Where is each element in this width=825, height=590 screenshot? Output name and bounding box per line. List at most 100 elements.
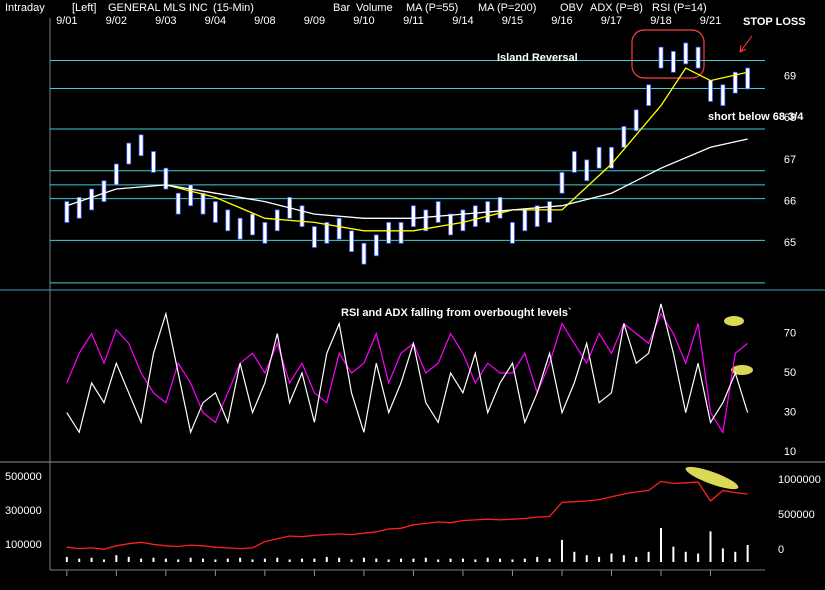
header-item: Intraday — [5, 2, 45, 14]
oscillator-line — [66, 303, 749, 435]
price-bar — [745, 67, 751, 90]
header-item: Bar — [333, 2, 350, 14]
annotation: Island Reversal — [497, 52, 578, 64]
annotation: RSI and ADX falling from overbought leve… — [341, 307, 572, 319]
price-bar — [188, 184, 194, 207]
price-bar — [460, 209, 466, 232]
volume-bar — [449, 558, 452, 563]
price-bar — [237, 217, 243, 240]
price-bar — [571, 151, 577, 173]
price-bar — [312, 226, 317, 248]
volume-bar — [585, 555, 588, 563]
price-bar — [361, 242, 367, 265]
island-box — [631, 29, 705, 79]
price-bar — [732, 71, 738, 94]
price-bar — [113, 163, 119, 186]
obv-line — [66, 480, 748, 550]
volume-bar — [201, 558, 204, 563]
y-tick-label: 70 — [784, 327, 796, 339]
highlight — [724, 316, 744, 326]
y-tick-label: 50 — [784, 367, 796, 379]
annotation: STOP LOSS — [743, 16, 806, 28]
price-bar — [225, 209, 231, 232]
stop-arrow — [739, 35, 753, 53]
y2-tick-label: 1000000 — [778, 474, 821, 486]
price-bar — [633, 109, 639, 132]
x-tick-label: 9/04 — [205, 15, 226, 27]
price-bar — [720, 84, 726, 107]
price-bar — [547, 201, 552, 223]
volume-bar — [276, 557, 279, 563]
price-bar — [101, 180, 107, 202]
annotation: short below 68 3/4 — [708, 111, 804, 123]
volume-bar — [400, 558, 403, 563]
volume-bar — [499, 558, 502, 563]
price-bar — [423, 209, 429, 232]
volume-bar — [313, 558, 316, 563]
price-bar — [534, 205, 540, 227]
y-tick-label: 69 — [784, 70, 796, 82]
y2-tick-label: 0 — [778, 544, 784, 556]
volume-bar — [734, 551, 737, 563]
volume-bar — [424, 557, 427, 563]
volume-bar — [461, 558, 464, 563]
x-tick-label: 9/01 — [56, 15, 77, 27]
x-tick-label: 9/16 — [551, 15, 572, 27]
y-tick-label: 66 — [784, 195, 796, 207]
highlight — [731, 365, 753, 375]
ma-line — [165, 67, 748, 232]
price-bar — [510, 222, 515, 244]
x-tick-label: 9/18 — [650, 15, 671, 27]
x-tick-label: 9/08 — [254, 15, 275, 27]
y-tick-label: 500000 — [5, 471, 42, 483]
header-item: RSI (P=14) — [652, 2, 707, 14]
price-bar — [695, 46, 701, 69]
price-bar — [497, 196, 503, 219]
price-bar — [336, 217, 342, 240]
price-bar — [163, 167, 169, 190]
header-item: MA (P=55) — [406, 2, 458, 14]
price-bar — [76, 196, 82, 219]
volume-bar — [177, 559, 180, 563]
oscillator-line — [66, 312, 748, 434]
volume-bar — [301, 558, 304, 563]
volume-bar — [189, 557, 192, 563]
volume-bar — [251, 559, 254, 563]
volume-bar — [140, 558, 143, 563]
volume-bar — [226, 558, 229, 563]
y-tick-label: 300000 — [5, 505, 42, 517]
volume-bar — [375, 558, 378, 563]
y2-tick-label: 500000 — [778, 509, 815, 521]
highlight — [685, 466, 739, 490]
x-tick-label: 9/09 — [304, 15, 325, 27]
x-tick-label: 9/17 — [601, 15, 622, 27]
price-bar — [472, 205, 478, 227]
volume-bar — [412, 558, 415, 563]
price-bar — [670, 50, 676, 73]
price-bar — [175, 192, 181, 215]
price-bar — [398, 222, 404, 244]
x-tick-label: 9/21 — [700, 15, 721, 27]
volume-bar — [697, 553, 700, 563]
volume-bar — [350, 559, 353, 563]
volume-bar — [152, 557, 155, 563]
price-bar — [596, 146, 602, 169]
volume-bar — [437, 559, 440, 563]
y-tick-label: 65 — [784, 237, 796, 249]
header-item: (15-Min) — [213, 2, 254, 14]
volume-bar — [474, 559, 477, 563]
volume-bar — [102, 559, 105, 563]
price-bar — [274, 209, 280, 232]
volume-bar — [78, 558, 81, 563]
price-bar — [646, 84, 652, 107]
price-bar — [324, 222, 330, 244]
price-bar — [138, 134, 144, 157]
volume-bar — [746, 544, 749, 563]
x-tick-label: 9/03 — [155, 15, 176, 27]
header-item: Volume — [356, 2, 393, 14]
volume-bar — [65, 556, 68, 563]
volume-bar — [511, 559, 514, 563]
volume-bar — [560, 539, 563, 563]
price-bar — [584, 159, 590, 182]
